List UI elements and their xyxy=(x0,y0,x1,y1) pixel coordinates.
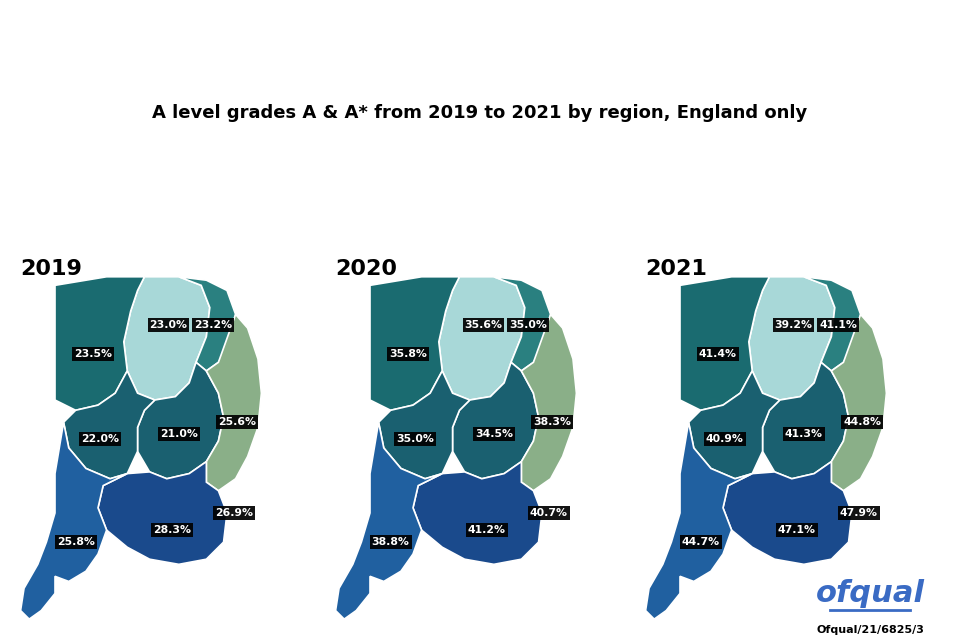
Text: 28.3%: 28.3% xyxy=(153,525,191,535)
Polygon shape xyxy=(484,489,525,525)
Polygon shape xyxy=(794,489,835,525)
Polygon shape xyxy=(762,362,849,479)
Polygon shape xyxy=(98,461,227,564)
Polygon shape xyxy=(680,276,770,410)
Text: 38.3%: 38.3% xyxy=(534,417,571,428)
Text: 23.5%: 23.5% xyxy=(74,349,111,359)
Text: 35.0%: 35.0% xyxy=(510,320,547,330)
Text: 34.5%: 34.5% xyxy=(475,429,513,439)
Polygon shape xyxy=(137,362,224,479)
Polygon shape xyxy=(439,276,525,400)
Polygon shape xyxy=(521,314,576,491)
Text: 21.0%: 21.0% xyxy=(160,429,198,439)
Text: 2021: 2021 xyxy=(645,259,707,279)
Text: 47.1%: 47.1% xyxy=(778,525,816,535)
Text: 35.6%: 35.6% xyxy=(465,320,502,330)
Text: 2019: 2019 xyxy=(20,259,82,279)
Text: 40.9%: 40.9% xyxy=(706,435,744,444)
Text: 35.8%: 35.8% xyxy=(389,349,427,359)
Text: 40.7%: 40.7% xyxy=(530,508,568,518)
Text: 41.3%: 41.3% xyxy=(785,429,823,439)
Text: 23.2%: 23.2% xyxy=(194,320,232,330)
Text: 22.0%: 22.0% xyxy=(81,435,119,444)
Text: 41.1%: 41.1% xyxy=(819,320,857,330)
Text: 44.8%: 44.8% xyxy=(843,417,881,428)
Polygon shape xyxy=(336,422,443,619)
Polygon shape xyxy=(749,276,835,400)
Polygon shape xyxy=(688,371,780,479)
Text: 41.4%: 41.4% xyxy=(699,349,737,359)
Polygon shape xyxy=(493,276,551,371)
Text: 35.0%: 35.0% xyxy=(396,435,434,444)
Text: 25.8%: 25.8% xyxy=(57,537,95,547)
Text: 38.8%: 38.8% xyxy=(372,537,410,547)
Text: 47.9%: 47.9% xyxy=(840,508,877,518)
Polygon shape xyxy=(169,489,210,525)
Text: A level grades A & A* from 2019 to 2021 by region, England only: A level grades A & A* from 2019 to 2021 … xyxy=(153,104,807,122)
Polygon shape xyxy=(20,422,128,619)
Polygon shape xyxy=(63,371,155,479)
Text: 41.2%: 41.2% xyxy=(468,525,506,535)
Text: 23.0%: 23.0% xyxy=(150,320,187,330)
Text: ofqual: ofqual xyxy=(815,579,924,608)
Polygon shape xyxy=(831,314,886,491)
Polygon shape xyxy=(645,422,753,619)
Polygon shape xyxy=(179,276,235,371)
Polygon shape xyxy=(723,461,852,564)
Text: Ofqual/21/6825/3: Ofqual/21/6825/3 xyxy=(816,625,924,635)
Polygon shape xyxy=(55,276,144,410)
Polygon shape xyxy=(124,276,210,400)
Text: 26.9%: 26.9% xyxy=(215,508,252,518)
Polygon shape xyxy=(370,276,460,410)
Text: 25.6%: 25.6% xyxy=(218,417,256,428)
Text: 39.2%: 39.2% xyxy=(775,320,812,330)
Polygon shape xyxy=(378,371,469,479)
Text: 2020: 2020 xyxy=(335,259,397,279)
Polygon shape xyxy=(413,461,542,564)
Polygon shape xyxy=(452,362,539,479)
Polygon shape xyxy=(804,276,860,371)
Polygon shape xyxy=(206,314,261,491)
Text: 44.7%: 44.7% xyxy=(682,537,720,547)
